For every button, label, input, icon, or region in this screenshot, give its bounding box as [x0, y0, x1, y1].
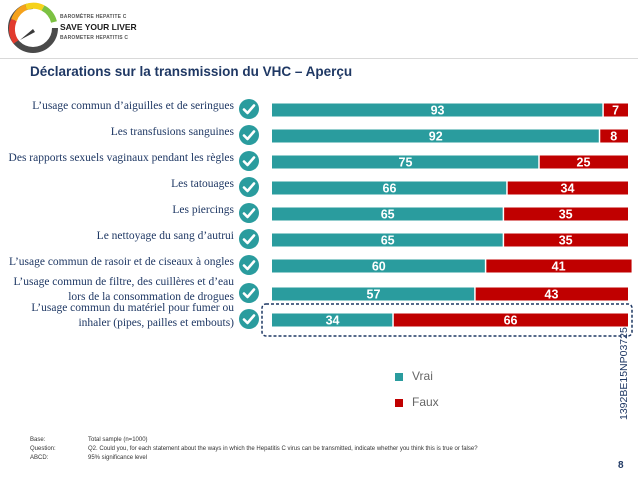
- data-label-vrai: 65: [381, 208, 395, 222]
- bar-faux: [503, 233, 628, 247]
- check-circle-icon: [239, 203, 259, 223]
- check-circle-icon: [239, 151, 259, 171]
- bar-vrai: [272, 313, 394, 327]
- data-label-faux: 34: [561, 182, 575, 196]
- footnote-key: Question:: [30, 446, 56, 452]
- footnote-key: Base:: [30, 437, 46, 443]
- highlight-box: [261, 303, 633, 337]
- logo-caption-top: BAROMÈTRE HEPATITE C: [60, 14, 127, 20]
- legend-faux-swatch: [395, 399, 403, 407]
- category-label-line: inhaler (pipes, pailles et embouts): [78, 317, 234, 329]
- category-label-line: Les transfusions sanguines: [110, 125, 234, 138]
- bar-vrai: [272, 287, 475, 301]
- page-number: 8: [618, 460, 624, 471]
- logo-wordmark: SAVE YOUR LIVER: [60, 22, 137, 32]
- bar-faux: [393, 313, 628, 327]
- check-circle-icon: [239, 229, 259, 249]
- bar-faux: [485, 259, 632, 273]
- data-label-faux: 7: [612, 104, 619, 118]
- speedometer-logo-icon: [8, 2, 58, 53]
- bar-separator: [484, 259, 487, 273]
- data-label-faux: 35: [559, 234, 573, 248]
- logo-caption-bottom: BAROMETER HEPATITIS C: [60, 35, 129, 41]
- bar-faux: [599, 129, 628, 143]
- footnote-key: ABCD:: [30, 455, 49, 461]
- bar-faux: [474, 287, 628, 301]
- check-circle-icon: [239, 177, 259, 197]
- legend-vrai-label: Vrai: [412, 369, 433, 383]
- category-label: Les tatouages: [171, 177, 234, 192]
- data-label-vrai: 66: [383, 182, 397, 196]
- category-label-line: Les tatouages: [171, 177, 234, 190]
- bar-faux: [539, 155, 628, 169]
- bar-vrai: [272, 259, 486, 273]
- bar-separator: [602, 103, 604, 117]
- category-label-line: L’usage commun de filtre, des cuillères …: [13, 276, 234, 288]
- bar-faux: [603, 103, 628, 117]
- bar-vrai: [272, 207, 504, 221]
- category-label: L’usage commun d’aiguilles et de seringu…: [32, 99, 234, 114]
- check-circle-icon: [239, 125, 259, 145]
- data-label-faux: 43: [545, 288, 559, 302]
- bar-faux: [503, 207, 628, 221]
- bar-vrai: [272, 155, 539, 169]
- bar-vrai: [272, 129, 600, 143]
- data-label-faux: 66: [504, 314, 518, 328]
- footnote-value: Q2. Could you, for each statement about …: [88, 446, 478, 452]
- legend-faux-label: Faux: [412, 395, 439, 409]
- data-label-vrai: 92: [429, 130, 443, 144]
- check-circle-icon: [239, 99, 259, 119]
- check-circle-icon: [239, 255, 259, 275]
- data-label-faux: 25: [577, 156, 591, 170]
- category-label-line: lors de la consommation de drogues: [68, 291, 234, 303]
- data-label-faux: 41: [552, 260, 566, 274]
- data-label-faux: 35: [559, 208, 573, 222]
- data-label-vrai: 57: [367, 288, 381, 302]
- page-title: Déclarations sur la transmission du VHC …: [30, 64, 353, 79]
- footnote-value: 95% significance level: [88, 455, 148, 461]
- bar-separator: [502, 233, 505, 247]
- category-label: Les piercings: [172, 203, 234, 218]
- category-label: Le nettoyage du sang d’autrui: [97, 229, 234, 244]
- check-circle-icon: [239, 309, 259, 329]
- category-label-line: L’usage commun de rasoir et de ciseaux à…: [8, 255, 234, 268]
- data-label-vrai: 34: [326, 314, 340, 328]
- data-label-faux: 8: [610, 130, 617, 144]
- footnote-value: Total sample (n=1000): [88, 437, 148, 443]
- bar-separator: [502, 207, 505, 221]
- bar-separator: [392, 313, 394, 327]
- category-label: L’usage commun de rasoir et de ciseaux à…: [9, 255, 234, 270]
- category-label-line: Les piercings: [172, 203, 234, 216]
- category-label: L’usage commun du matériel pour fumer ou…: [31, 301, 234, 331]
- category-label-line: L’usage commun du matériel pour fumer ou: [31, 302, 234, 314]
- category-label-line: L’usage commun d’aiguilles et de seringu…: [32, 99, 234, 112]
- document-code: 1392BE15NP03725: [618, 327, 630, 420]
- category-label: L’usage commun de filtre, des cuillères …: [13, 275, 234, 305]
- header-divider: [0, 58, 638, 59]
- data-label-vrai: 93: [431, 104, 445, 118]
- bar-vrai: [272, 103, 604, 117]
- bar-vrai: [272, 233, 504, 247]
- bar-separator: [506, 181, 508, 195]
- bar-separator: [474, 287, 476, 301]
- data-label-vrai: 75: [399, 156, 413, 170]
- bar-separator: [538, 155, 540, 169]
- bar-vrai: [272, 181, 507, 195]
- category-label-line: Des rapports sexuels vaginaux pendant le…: [8, 151, 234, 164]
- category-label: Des rapports sexuels vaginaux pendant le…: [9, 151, 234, 166]
- bar-faux: [506, 181, 628, 195]
- check-circle-icon: [239, 283, 259, 303]
- brand-logo: BAROMÈTRE HEPATITE C SAVE YOUR LIVER BAR…: [8, 2, 138, 58]
- data-label-vrai: 65: [381, 234, 395, 248]
- legend-vrai-swatch: [395, 373, 403, 381]
- category-label: Les transfusions sanguines: [111, 125, 234, 140]
- bar-separator: [598, 129, 601, 143]
- data-label-vrai: 60: [372, 260, 386, 274]
- footnote: Base: Total sample (n=1000) Question: Q2. …: [30, 436, 478, 463]
- category-label-line: Le nettoyage du sang d’autrui: [96, 229, 234, 242]
